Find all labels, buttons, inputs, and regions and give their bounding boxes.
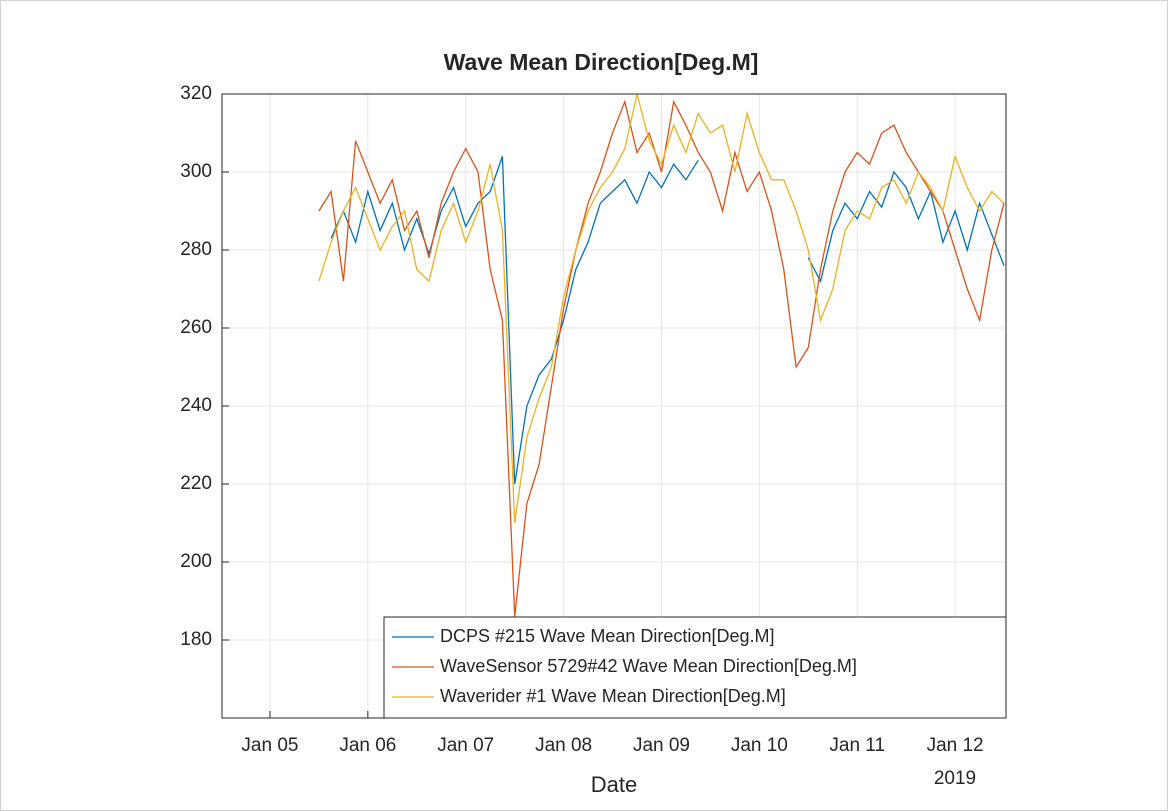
x-tick-label: Jan 06 [339,735,396,756]
x-axis-label: Date [591,772,637,797]
x-tick-label: Jan 12 [927,735,984,756]
x-secondary-label: 2019 [934,768,976,789]
legend-box [383,616,1007,719]
legend-label: WaveSensor 5729#42 Wave Mean Direction[D… [440,656,857,676]
x-tick-label: Jan 05 [241,735,298,756]
y-tick-label: 240 [180,395,212,416]
chart-title: Wave Mean Direction[Deg.M] [444,49,759,75]
x-tick-label: Jan 09 [633,735,690,756]
legend-label: Waverider #1 Wave Mean Direction[Deg.M] [440,686,786,706]
series-line [330,156,1005,485]
legend-label: DCPS #215 Wave Mean Direction[Deg.M] [440,626,774,646]
y-tick-label: 220 [180,473,212,494]
series-line [318,99,1005,617]
y-tick-label: 260 [180,317,212,338]
y-tick-label: 320 [180,83,212,104]
series-line [318,93,1005,524]
x-tick-label: Jan 10 [731,735,788,756]
x-tick-label: Jan 11 [829,735,885,756]
x-tick-label: Jan 07 [437,735,494,756]
x-tick-label: Jan 08 [535,735,592,756]
y-tick-label: 280 [180,239,212,260]
y-tick-label: 200 [180,551,212,572]
y-tick-label: 300 [180,161,212,182]
y-tick-label: 180 [180,629,212,650]
